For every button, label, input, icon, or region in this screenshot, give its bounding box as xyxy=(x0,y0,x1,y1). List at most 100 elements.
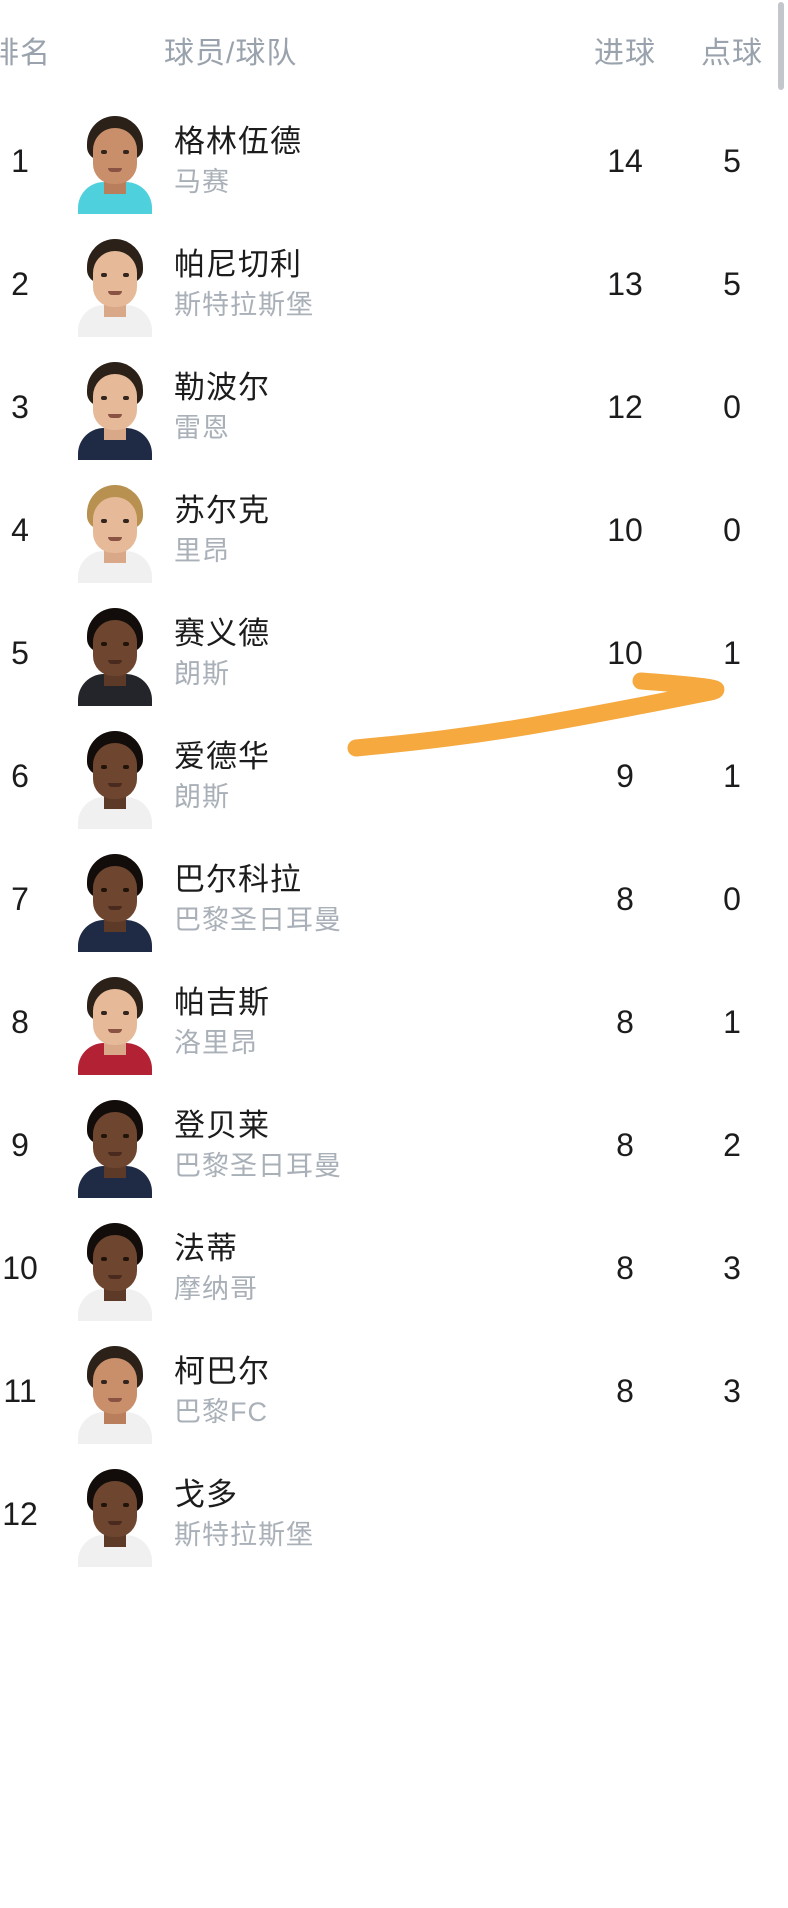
player-name: 法蒂 xyxy=(174,1231,238,1267)
team-name: 摩纳哥 xyxy=(174,1273,258,1304)
row-player-cell[interactable]: 爱德华 朗斯 xyxy=(68,724,570,829)
row-rank: 10 xyxy=(2,1250,38,1286)
table-row[interactable]: 2 帕尼切利 斯特拉斯堡 13 5 xyxy=(0,223,788,346)
row-player-cell[interactable]: 巴尔科拉 巴黎圣日耳曼 xyxy=(68,847,570,952)
row-penalties: 1 xyxy=(723,758,741,794)
team-name: 马赛 xyxy=(174,166,230,197)
row-player-cell[interactable]: 格林伍德 马赛 xyxy=(68,109,570,214)
row-player-cell[interactable]: 法蒂 摩纳哥 xyxy=(68,1216,570,1321)
row-player-cell[interactable]: 戈多 斯特拉斯堡 xyxy=(68,1462,570,1567)
row-player-cell[interactable]: 登贝莱 巴黎圣日耳曼 xyxy=(68,1093,570,1198)
row-goals: 14 xyxy=(607,143,643,179)
vertical-scrollbar-thumb[interactable] xyxy=(778,2,784,90)
row-rank: 9 xyxy=(11,1127,29,1163)
player-avatar xyxy=(70,724,160,829)
table-row[interactable]: 4 苏尔克里昂 10 0 xyxy=(0,469,788,592)
team-name: 洛里昂 xyxy=(174,1027,258,1058)
column-header-goals[interactable]: 进球 xyxy=(594,37,656,70)
row-penalties: 0 xyxy=(723,389,741,425)
team-name: 里昂 xyxy=(174,535,230,566)
row-player-cell[interactable]: 赛义德 朗斯 xyxy=(68,601,570,706)
table-row[interactable]: 10 法蒂 摩纳哥 8 3 xyxy=(0,1207,788,1330)
team-name: 朗斯 xyxy=(174,658,230,689)
table-row[interactable]: 9 登贝莱 巴黎圣日耳曼 8 2 xyxy=(0,1084,788,1207)
player-name-block: 帕尼切利 斯特拉斯堡 xyxy=(174,246,314,323)
table-header-row: 排名 球员/球队 进球 点球 xyxy=(0,0,788,100)
row-rank: 3 xyxy=(11,389,29,425)
row-rank: 6 xyxy=(11,758,29,794)
player-name-block: 格林伍德 马赛 xyxy=(174,123,302,200)
player-name: 帕吉斯 xyxy=(174,985,270,1021)
player-avatar xyxy=(70,109,160,214)
vertical-scrollbar-track[interactable] xyxy=(778,0,786,1908)
player-avatar xyxy=(70,970,160,1075)
row-penalties: 5 xyxy=(723,266,741,302)
row-penalties: 3 xyxy=(723,1373,741,1409)
row-penalties: 2 xyxy=(723,1127,741,1163)
row-rank: 5 xyxy=(11,635,29,671)
player-name-block: 法蒂 摩纳哥 xyxy=(174,1230,258,1307)
table-row[interactable]: 5 赛义德 朗斯 10 1 xyxy=(0,592,788,715)
player-avatar xyxy=(70,232,160,337)
table-row[interactable]: 1 格林伍德马赛 14 5 xyxy=(0,100,788,223)
row-goals: 8 xyxy=(616,881,634,917)
row-rank: 2 xyxy=(11,266,29,302)
row-rank: 7 xyxy=(11,881,29,917)
row-rank: 1 xyxy=(11,143,29,179)
row-penalties: 0 xyxy=(723,881,741,917)
row-rank: 4 xyxy=(11,512,29,548)
row-penalties: 5 xyxy=(723,143,741,179)
player-name-block: 爱德华 朗斯 xyxy=(174,738,270,815)
table-row[interactable]: 12 戈多 斯特拉斯堡 xyxy=(0,1453,788,1576)
team-name: 巴黎FC xyxy=(174,1396,268,1427)
player-name-block: 勒波尔 雷恩 xyxy=(174,369,270,446)
team-name: 雷恩 xyxy=(174,412,230,443)
table-row[interactable]: 6 爱德华 朗斯 9 1 xyxy=(0,715,788,838)
table-row[interactable]: 7 巴尔科拉 巴黎圣日耳曼 8 0 xyxy=(0,838,788,961)
player-avatar xyxy=(70,1462,160,1567)
row-player-cell[interactable]: 帕尼切利 斯特拉斯堡 xyxy=(68,232,570,337)
player-name: 格林伍德 xyxy=(174,124,302,160)
column-header-rank[interactable]: 排名 xyxy=(0,37,51,70)
player-avatar xyxy=(70,847,160,952)
player-name-block: 帕吉斯 洛里昂 xyxy=(174,984,270,1061)
team-name: 巴黎圣日耳曼 xyxy=(174,1150,342,1181)
table-row[interactable]: 3 勒波尔 雷恩 12 0 xyxy=(0,346,788,469)
row-goals: 8 xyxy=(616,1004,634,1040)
scorers-list: 1 格林伍德 马赛 14 5 2 帕尼切利 斯特拉斯堡 13 5 3 勒波尔 雷恩 12 0 4 苏尔克 里昂 10… xyxy=(0,100,788,1576)
table-row[interactable]: 11 柯巴尔巴黎FC 8 3 xyxy=(0,1330,788,1453)
row-player-cell[interactable]: 苏尔克 里昂 xyxy=(68,478,570,583)
row-player-cell[interactable]: 勒波尔 雷恩 xyxy=(68,355,570,460)
column-header-player-team[interactable]: 球员/球队 xyxy=(164,37,298,70)
player-name-block: 苏尔克 里昂 xyxy=(174,492,270,569)
row-goals: 12 xyxy=(607,389,643,425)
player-name-block: 戈多 斯特拉斯堡 xyxy=(174,1476,314,1553)
row-player-cell[interactable]: 帕吉斯 洛里昂 xyxy=(68,970,570,1075)
row-goals: 10 xyxy=(607,512,643,548)
player-name: 苏尔克 xyxy=(174,493,270,529)
row-player-cell[interactable]: 柯巴尔巴黎FC xyxy=(68,1339,570,1444)
player-name-block: 赛义德 朗斯 xyxy=(174,615,270,692)
player-avatar xyxy=(70,1339,160,1444)
player-avatar xyxy=(70,1216,160,1321)
row-goals: 8 xyxy=(616,1250,634,1286)
row-penalties: 0 xyxy=(723,512,741,548)
row-goals: 8 xyxy=(616,1373,634,1409)
player-name: 柯巴尔 xyxy=(174,1354,270,1390)
player-name-block: 柯巴尔巴黎FC xyxy=(174,1353,270,1430)
column-header-penalties[interactable]: 点球 xyxy=(701,37,763,70)
row-rank: 12 xyxy=(2,1496,38,1532)
row-penalties: 1 xyxy=(723,1004,741,1040)
player-name: 戈多 xyxy=(174,1477,238,1513)
player-name: 帕尼切利 xyxy=(174,247,302,283)
row-penalties: 1 xyxy=(723,635,741,671)
row-goals: 8 xyxy=(616,1127,634,1163)
row-rank: 8 xyxy=(11,1004,29,1040)
team-name: 斯特拉斯堡 xyxy=(174,289,314,320)
player-avatar xyxy=(70,601,160,706)
player-name-block: 巴尔科拉 巴黎圣日耳曼 xyxy=(174,861,342,938)
row-rank: 11 xyxy=(3,1373,37,1409)
table-row[interactable]: 8 帕吉斯洛里昂 8 1 xyxy=(0,961,788,1084)
player-avatar xyxy=(70,1093,160,1198)
